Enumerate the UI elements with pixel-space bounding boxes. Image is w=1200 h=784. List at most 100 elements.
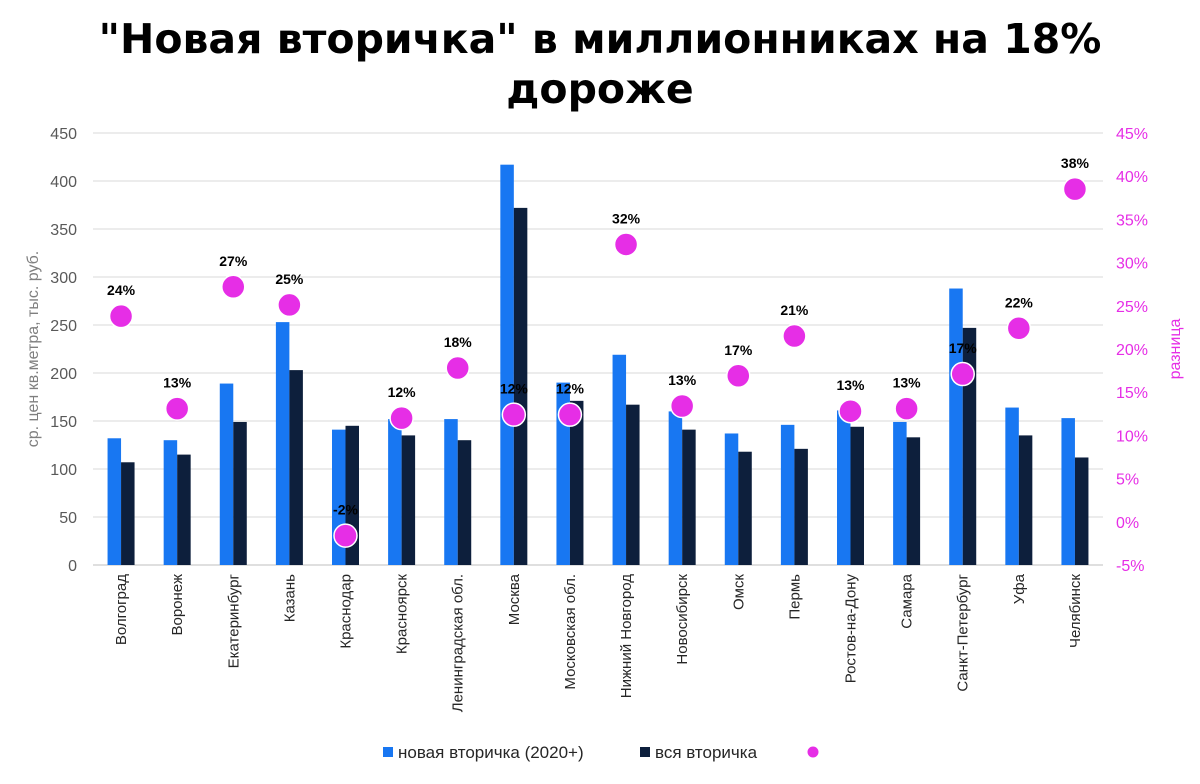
x-tick-label: Екатеринбург — [225, 573, 242, 668]
diff-point-1 — [164, 396, 190, 421]
bar-all-1 — [177, 454, 191, 565]
bar-new-8 — [556, 382, 570, 565]
x-tick-label: Волгоград — [113, 574, 130, 645]
diff-point-12 — [782, 323, 807, 349]
diff-point-2 — [221, 274, 246, 300]
diff-point-0 — [108, 303, 134, 329]
x-tick-label: Уфа — [1011, 573, 1028, 604]
y2-tick-label: 10% — [1116, 428, 1148, 445]
y-tick-label: 0 — [68, 558, 77, 575]
bar-all-11 — [738, 451, 752, 565]
diff-label: 24% — [107, 282, 136, 298]
bar-all-5 — [401, 435, 416, 565]
x-tick-label: Воронеж — [169, 574, 186, 636]
bar-new-14 — [893, 421, 907, 565]
diff-label: 12% — [556, 381, 585, 397]
bar-new-3 — [275, 322, 290, 565]
x-tick-label: Ленинградская обл. — [450, 574, 467, 712]
diff-point-10 — [669, 393, 695, 419]
x-tick-label: Краснодар — [338, 574, 355, 649]
legend-swatch-new — [383, 747, 393, 757]
x-tick-label: Омск — [730, 574, 747, 610]
x-tick-label: Новосибирск — [674, 574, 691, 665]
bars — [107, 164, 1089, 565]
diff-label: 13% — [836, 377, 865, 393]
x-tick-label: Санкт-Петербург — [955, 573, 972, 691]
diff-point-5 — [389, 405, 414, 431]
bar-new-7 — [500, 164, 514, 565]
bar-all-7 — [513, 207, 528, 565]
y-tick-label: 150 — [50, 414, 77, 431]
legend-swatch-diff — [806, 745, 820, 759]
bar-all-2 — [233, 421, 247, 565]
diff-point-16 — [1006, 316, 1032, 341]
x-tick-label: Москва — [506, 573, 523, 625]
bar-all-14 — [906, 437, 921, 565]
diff-label: 22% — [1005, 294, 1034, 310]
y-tick-label: 400 — [50, 174, 77, 191]
bar-new-11 — [724, 433, 739, 565]
bar-all-3 — [289, 370, 303, 565]
diff-point-3 — [277, 292, 302, 318]
bar-all-15 — [962, 327, 977, 565]
y2-tick-label: 45% — [1116, 126, 1148, 143]
x-tick-label: Челябинск — [1067, 574, 1084, 648]
y2-tick-label: 35% — [1116, 212, 1148, 229]
bar-all-12 — [794, 448, 808, 565]
y-tick-label: 300 — [50, 270, 77, 287]
x-tick-label: Самара — [899, 573, 916, 628]
diff-label: 32% — [612, 210, 641, 226]
diff-label: 25% — [275, 271, 304, 287]
bar-new-12 — [780, 424, 795, 565]
bar-all-13 — [850, 426, 864, 565]
diff-point-6 — [445, 355, 470, 381]
bar-new-5 — [388, 419, 402, 565]
y2-tick-label: 40% — [1116, 169, 1148, 186]
diff-point-11 — [726, 363, 751, 389]
x-tick-label: Ростов-на-Дону — [843, 574, 860, 684]
diff-point-17 — [1062, 176, 1088, 202]
bar-new-9 — [612, 354, 627, 565]
diff-label: -2% — [333, 502, 358, 518]
bar-all-16 — [1018, 435, 1033, 565]
x-tick-label: Красноярск — [394, 574, 411, 655]
y2-tick-label: 20% — [1116, 342, 1148, 359]
y-tick-label: 350 — [50, 222, 77, 239]
x-tick-label: Нижний Новгород — [618, 574, 635, 698]
diff-label: 18% — [444, 334, 473, 350]
bar-new-16 — [1005, 407, 1019, 565]
y2-tick-label: 25% — [1116, 299, 1148, 316]
bar-new-1 — [163, 440, 178, 565]
diff-point-7 — [501, 402, 527, 427]
y2-tick-label: -5% — [1116, 558, 1144, 575]
diff-label: 27% — [219, 253, 248, 269]
gridlines — [93, 132, 1103, 566]
chart-title-line-2: дороже — [506, 65, 694, 113]
y2-tick-label: 0% — [1116, 515, 1139, 532]
diff-point-4 — [333, 523, 358, 548]
bar-new-6 — [444, 419, 458, 565]
y-tick-label: 250 — [50, 318, 77, 335]
y2-axis-title: разница — [1167, 319, 1184, 380]
bar-all-6 — [457, 440, 472, 565]
bar-new-17 — [1061, 418, 1075, 565]
legend: новая вторичка (2020+) вся вторичка — [383, 743, 820, 762]
y-tick-label: 450 — [50, 126, 77, 143]
y-tick-label: 100 — [50, 462, 77, 479]
chart-title: "Новая вторичка" в миллионниках на 18% д… — [0, 14, 1200, 114]
difference-points: 24% 13% 27% 25% -2% 12% 18% 12% 12% 32% 13% 17% 21% 1… — [107, 155, 1090, 548]
diff-label: 12% — [388, 384, 417, 400]
bar-all-0 — [121, 462, 135, 565]
diff-point-14 — [894, 396, 919, 421]
axes: 0 50 100 150 200 250 300 350 400 450 -5% 0% 5% 10% 15%… — [25, 126, 1184, 712]
legend-label-new: новая вторичка (2020+) — [398, 743, 584, 762]
diff-point-13 — [838, 398, 863, 424]
diff-label: 13% — [893, 375, 922, 391]
x-tick-label: Московская обл. — [562, 574, 579, 690]
bar-new-13 — [837, 410, 851, 565]
bar-new-2 — [219, 383, 234, 565]
y-tick-label: 200 — [50, 366, 77, 383]
bar-all-10 — [682, 429, 696, 565]
y2-tick-label: 30% — [1116, 256, 1148, 273]
